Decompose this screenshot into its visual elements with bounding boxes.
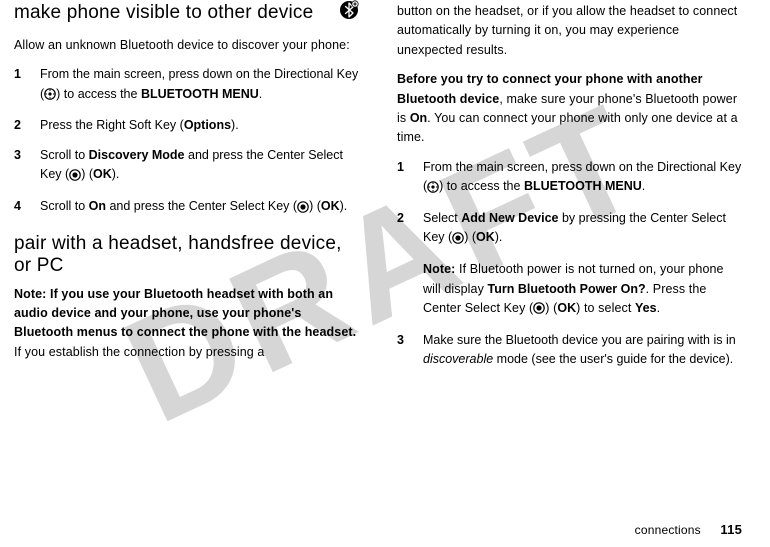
ui-label: BLUETOOTH MENU xyxy=(141,87,259,101)
step-item: Scroll to On and press the Center Select… xyxy=(14,197,359,219)
ui-label: Add New Device xyxy=(461,211,558,225)
note-text: ) to select xyxy=(576,301,635,315)
step-text: Select xyxy=(423,211,461,225)
page-columns: make phone visible to other device Allow… xyxy=(0,0,770,384)
section1-title: make phone visible to other device xyxy=(14,2,327,24)
step-text: ). xyxy=(340,199,348,213)
step-text: Scroll to xyxy=(40,199,89,213)
ui-label: Options xyxy=(184,118,231,132)
center-select-key-icon xyxy=(297,200,309,219)
ui-label: Discovery Mode xyxy=(89,148,185,162)
section1-intro: Allow an unknown Bluetooth device to dis… xyxy=(14,36,359,55)
step-text: ) ( xyxy=(309,199,321,213)
left-column: make phone visible to other device Allow… xyxy=(14,0,359,384)
ui-label: OK xyxy=(557,301,576,315)
step-text: ). xyxy=(112,167,120,181)
step-text: ) to access the xyxy=(56,87,141,101)
step-text: Press the Right Soft Key ( xyxy=(40,118,184,132)
italic-text: discoverable xyxy=(423,352,493,366)
right-steps: From the main screen, press down on the … xyxy=(397,158,742,370)
step-text: ) ( xyxy=(81,167,93,181)
note-bold: Note: If you use your Bluetooth headset … xyxy=(14,287,356,340)
step-item: Select Add New Device by pressing the Ce… xyxy=(397,209,742,321)
ui-label: Yes xyxy=(635,301,657,315)
step-item: Scroll to Discovery Mode and press the C… xyxy=(14,146,359,187)
step-text: . xyxy=(259,87,262,101)
step-text: mode (see the user's guide for the devic… xyxy=(493,352,733,366)
step-item: Press the Right Soft Key (Options). xyxy=(14,116,359,135)
ui-label: On xyxy=(89,199,106,213)
before-paragraph: Before you try to connect your phone wit… xyxy=(397,70,742,148)
step-text: Scroll to xyxy=(40,148,89,162)
step-text: and press the Center Select Key ( xyxy=(106,199,297,213)
step-text: ) ( xyxy=(464,230,476,244)
step-text: . xyxy=(642,179,645,193)
section1-steps: From the main screen, press down on the … xyxy=(14,65,359,219)
section2-note: Note: If you use your Bluetooth headset … xyxy=(14,285,359,363)
step-item: From the main screen, press down on the … xyxy=(14,65,359,106)
directional-key-icon xyxy=(44,87,56,106)
cont-paragraph: button on the headset, or if you allow t… xyxy=(397,2,742,60)
step-text: Make sure the Bluetooth device you are p… xyxy=(423,333,736,347)
directional-key-icon xyxy=(427,180,439,199)
ui-label: OK xyxy=(93,167,112,181)
section1-title-row: make phone visible to other device xyxy=(14,0,359,32)
step-text: ). xyxy=(495,230,503,244)
step-text: ) to access the xyxy=(439,179,524,193)
page-number: 115 xyxy=(720,522,742,537)
bluetooth-plus-icon xyxy=(339,0,359,20)
before-tail: . You can connect your phone with only o… xyxy=(397,111,738,144)
center-select-key-icon xyxy=(533,301,545,320)
page-footer: connections 115 xyxy=(635,522,742,537)
step-item: From the main screen, press down on the … xyxy=(397,158,742,199)
ui-label: OK xyxy=(476,230,495,244)
ui-label: Turn Bluetooth Power On? xyxy=(488,282,646,296)
note-text: . xyxy=(657,301,661,315)
right-column: button on the headset, or if you allow t… xyxy=(397,0,742,384)
step2-note: Note: If Bluetooth power is not turned o… xyxy=(423,260,742,321)
step-item: Make sure the Bluetooth device you are p… xyxy=(397,331,742,370)
ui-label: BLUETOOTH MENU xyxy=(524,179,642,193)
ui-label: OK xyxy=(321,199,340,213)
center-select-key-icon xyxy=(69,168,81,187)
footer-section: connections xyxy=(635,523,701,537)
note-text: ) ( xyxy=(545,301,557,315)
note-tail: If you establish the connection by press… xyxy=(14,345,264,359)
note-label: Note: xyxy=(423,262,459,276)
section2-title: pair with a headset, handsfree device, o… xyxy=(14,233,359,277)
center-select-key-icon xyxy=(452,231,464,250)
step-text: ). xyxy=(231,118,239,132)
ui-label: On xyxy=(410,111,427,125)
